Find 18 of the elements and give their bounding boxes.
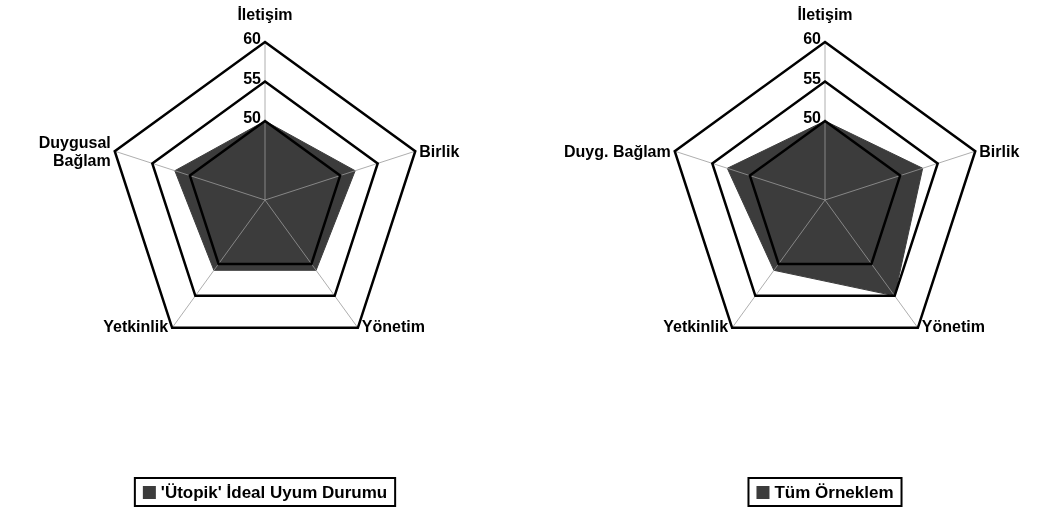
- spoke-label: Birlik: [419, 143, 460, 161]
- spoke-label: Duyg. Bağlam: [564, 143, 671, 161]
- legend-label: Tüm Örneklem: [774, 483, 894, 502]
- spoke-label: Yönetim: [361, 317, 425, 335]
- spoke-label: Birlik: [979, 143, 1020, 161]
- spoke-label: Yetkinlik: [663, 317, 729, 335]
- spoke-label: Yönetim: [921, 317, 985, 335]
- y-tick-label: 55: [243, 69, 262, 87]
- y-tick-label: 55: [803, 69, 822, 87]
- spoke-label: İletişim: [237, 6, 293, 23]
- legend-label: 'Ütopik' İdeal Uyum Durumu: [160, 483, 388, 502]
- spoke-label: Duygusal Bağlam: [38, 134, 111, 170]
- spoke-label: İletişim: [797, 6, 853, 23]
- y-tick-label: 50: [243, 109, 262, 126]
- y-tick-label: 60: [243, 30, 262, 47]
- y-tick-label: 60: [803, 30, 822, 47]
- spoke-label: Yetkinlik: [103, 317, 169, 335]
- y-tick-label: 50: [803, 109, 822, 126]
